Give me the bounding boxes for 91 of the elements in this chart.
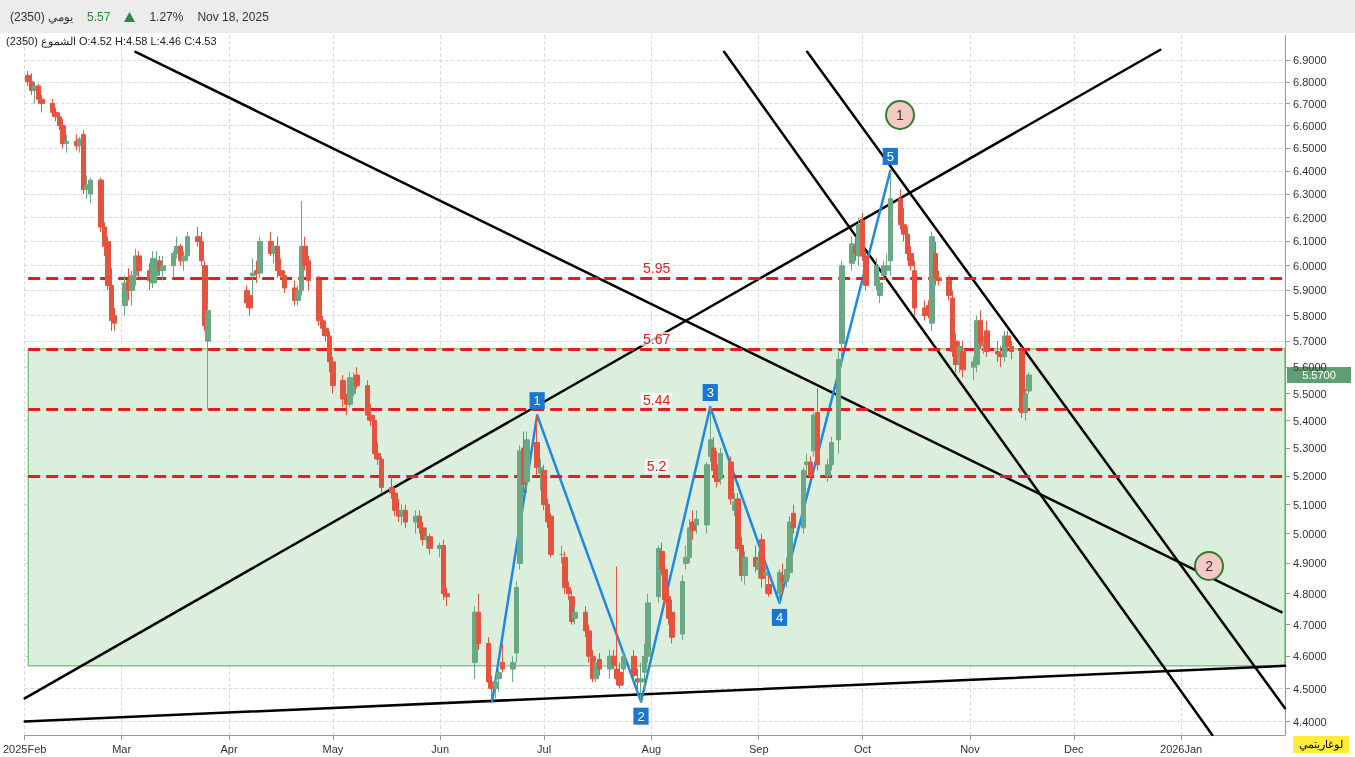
y-tick-label: 6.8000 — [1293, 75, 1327, 88]
y-tick-label: 5.3000 — [1293, 442, 1327, 455]
y-tick-label: 4.4000 — [1293, 715, 1327, 728]
ref-line-label: 5.95 — [642, 260, 671, 277]
text: لوغاريتمي — [1293, 736, 1349, 753]
x-tick-label: Nov — [960, 742, 981, 755]
candlestick — [88, 177, 93, 204]
candlestick — [815, 387, 820, 471]
chart-title: (2350) يومي — [10, 9, 74, 24]
candlestick — [888, 170, 893, 277]
y-tick-label: 5.2000 — [1293, 470, 1327, 483]
candlestick — [694, 509, 699, 535]
candlestick — [808, 455, 813, 480]
y-tick-label: 6.6000 — [1293, 119, 1327, 132]
y-tick-label: 4.6000 — [1293, 650, 1327, 663]
candlestick — [81, 129, 86, 195]
annotation: 4 — [775, 609, 784, 625]
candlestick — [791, 504, 796, 535]
y-tick-label: 6.4000 — [1293, 164, 1327, 177]
candlestick — [257, 236, 263, 279]
y-tick-label: 5.8000 — [1293, 309, 1327, 322]
y-tick-label: 6.2000 — [1293, 211, 1327, 224]
annotation: 3 — [706, 385, 714, 401]
candlestick — [621, 649, 626, 686]
y-tick-label: 5.0000 — [1293, 527, 1327, 540]
y-tick-label: 4.5000 — [1293, 682, 1327, 695]
candlestick — [597, 652, 602, 677]
candlestick — [995, 340, 1000, 363]
x-tick-label: 2025Feb — [2, 742, 47, 755]
candlestick — [476, 593, 481, 651]
candlestick — [354, 366, 360, 389]
y-tick-label: 5.5000 — [1293, 387, 1327, 400]
text: Nov 18, 2025 — [197, 9, 269, 24]
candlestick — [559, 545, 564, 564]
candlestick — [136, 250, 142, 279]
x-tick-label: Dec — [1064, 742, 1085, 755]
candlestick — [524, 431, 530, 494]
y-tick-label: 6.9000 — [1293, 54, 1327, 67]
x-tick-label: Jun — [431, 742, 450, 755]
candlestick — [704, 461, 710, 535]
text: 5.57 — [87, 9, 111, 24]
candlestick — [64, 134, 69, 154]
y-tick-label: 5.1000 — [1293, 498, 1327, 511]
x-tick-label: May — [322, 742, 344, 755]
candlestick — [247, 289, 253, 317]
ref-line-label: 5.2 — [646, 458, 667, 475]
candlestick — [50, 98, 55, 118]
text: 1.27% — [149, 9, 184, 24]
candlestick — [960, 340, 966, 379]
y-tick-label: 4.8000 — [1293, 587, 1327, 600]
candlestick — [500, 643, 505, 673]
x-tick-label: 2026Jan — [1160, 742, 1203, 755]
x-tick-label: Sep — [748, 742, 769, 755]
candlestick — [275, 236, 280, 279]
annotation: 1 — [884, 100, 915, 130]
y-tick-label: 6.0000 — [1293, 259, 1327, 272]
candlestick — [766, 574, 772, 598]
candlestick — [763, 562, 768, 595]
candlestick — [572, 605, 578, 626]
annotation: 2 — [637, 708, 645, 724]
ref-line-label: 5.67 — [642, 330, 671, 347]
candlestick — [365, 379, 370, 422]
ref-line-label: 5.44 — [642, 391, 671, 408]
annotation: 2 — [1194, 551, 1225, 581]
y-tick-label: 4.7000 — [1293, 618, 1327, 631]
candlestick — [427, 533, 433, 555]
candlestick — [933, 240, 938, 286]
x-tick-label: Oct — [854, 742, 872, 755]
candlestick — [403, 504, 408, 529]
candlestick — [250, 257, 256, 296]
annotation: 1 — [533, 393, 541, 409]
y-tick-label: 5.9000 — [1293, 284, 1327, 297]
y-tick-label: 5.7000 — [1293, 335, 1327, 348]
chart-subtitle: الشموع (2350) O:4.52 H:4.58 L:4.46 C:4.53 — [6, 35, 217, 48]
x-tick-label: Apr — [220, 742, 238, 755]
annotation: 5 — [886, 148, 894, 164]
x-tick-label: Jul — [537, 742, 552, 755]
candlestick — [160, 255, 166, 282]
x-tick-label: Aug — [641, 742, 662, 755]
x-tick-label: Mar — [112, 742, 132, 755]
y-tick-label: 6.3000 — [1293, 188, 1327, 201]
candlestick — [534, 414, 540, 477]
y-tick-label: 6.5000 — [1293, 142, 1327, 155]
candlestick — [718, 447, 723, 486]
y-tick-label: 6.7000 — [1293, 97, 1327, 110]
y-tick-label: 4.9000 — [1293, 557, 1327, 570]
y-tick-label: 5.4000 — [1293, 414, 1327, 427]
candlestick — [742, 550, 748, 586]
candlestick — [205, 302, 211, 411]
candlestick — [680, 574, 685, 641]
y-tick-label: 6.1000 — [1293, 235, 1327, 248]
